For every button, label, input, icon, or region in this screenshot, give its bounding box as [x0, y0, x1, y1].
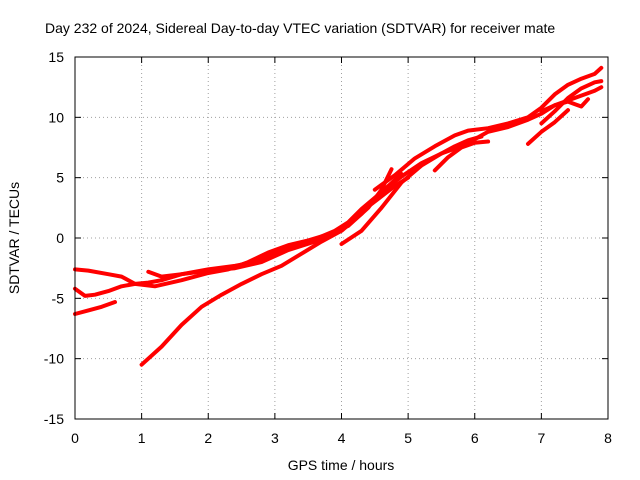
axis-ticks [74, 56, 609, 420]
y-axis-label: SDTVAR / TECUs [6, 182, 22, 294]
x-tick-label: 3 [271, 430, 279, 446]
data-series [73, 65, 604, 367]
chart-title: Day 232 of 2024, Sidereal Day-to-day VTE… [45, 20, 555, 36]
x-tick-label: 0 [71, 430, 79, 446]
y-tick-label: 10 [48, 109, 64, 125]
grid-lines [75, 57, 608, 419]
y-tick-label: -10 [44, 351, 64, 367]
series-pass-f [339, 134, 484, 246]
x-tick-label: 5 [404, 430, 412, 446]
series-pass-g [372, 65, 604, 192]
series-pass-k [539, 97, 590, 114]
series-pass-d [139, 172, 404, 367]
x-tick-label: 4 [338, 430, 346, 446]
x-tick-label: 6 [471, 430, 479, 446]
tick-labels: 0 1 2 3 4 5 6 7 8 -15 -10 -5 0 5 10 15 [44, 49, 612, 446]
series-pass-h [432, 139, 491, 173]
y-tick-label: 15 [48, 49, 64, 65]
x-axis-label: GPS time / hours [288, 457, 395, 473]
x-tick-label: 7 [537, 430, 545, 446]
series-pass-c [73, 300, 117, 316]
x-tick-label: 2 [204, 430, 212, 446]
x-tick-label: 1 [138, 430, 146, 446]
y-tick-label: -5 [52, 290, 65, 306]
y-tick-label: 5 [56, 170, 64, 186]
y-tick-label: -15 [44, 411, 64, 427]
series-pass-e [146, 85, 604, 279]
y-tick-label: 0 [56, 230, 64, 246]
series-pass-j [539, 79, 604, 126]
x-tick-label: 8 [604, 430, 612, 446]
series-pass-i [526, 108, 570, 146]
